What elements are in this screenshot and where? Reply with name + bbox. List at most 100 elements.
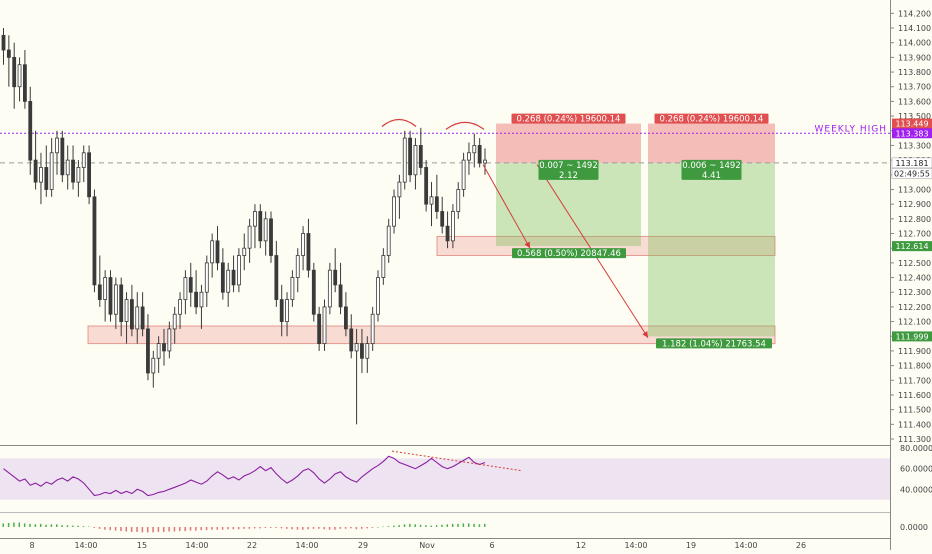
candle-body: [220, 262, 225, 293]
histogram-bar: [371, 527, 374, 528]
candle: [418, 127, 423, 175]
price-tick-label: 113.700: [898, 83, 931, 92]
histogram-bar: [88, 526, 90, 528]
candle-body: [44, 167, 49, 190]
histogram-bar: [179, 527, 181, 532]
candle: [402, 130, 407, 190]
price-tick-label: 112.500: [898, 259, 931, 268]
candle-body: [124, 299, 129, 322]
histogram-bar: [355, 527, 358, 530]
candle-body: [376, 277, 380, 315]
candle: [156, 336, 161, 373]
histogram-bar: [109, 527, 111, 531]
candle-body: [317, 313, 322, 344]
price-tick-label: 111.400: [898, 420, 931, 429]
candle-body: [172, 313, 177, 330]
candle: [135, 292, 140, 344]
histogram-bar: [221, 527, 224, 530]
candle-body: [17, 64, 22, 88]
price-tick-label: 111.600: [898, 391, 931, 400]
candle-body: [71, 159, 75, 183]
take-profit-label-text: 1.182 (1.04%) 21763.54: [662, 339, 766, 349]
candle: [81, 145, 86, 183]
candle: [210, 233, 215, 278]
histogram-bar: [13, 522, 15, 527]
price-tick-label: 112.100: [898, 318, 931, 327]
candle-body: [162, 343, 166, 352]
rsi-band: [0, 458, 890, 500]
price-tick-label: 113.900: [898, 53, 931, 62]
price-axis-label-bg: [892, 241, 932, 252]
weekly-high-label: WEEKLY HIGH: [814, 124, 887, 134]
candle-body: [269, 218, 273, 256]
histogram-bar: [409, 523, 411, 527]
candle: [183, 270, 188, 315]
histogram-bar: [29, 523, 31, 527]
candle: [349, 314, 354, 359]
histogram-bar: [152, 527, 154, 533]
risk-ratio-label-text: 0.006 ~ 1492: [682, 161, 741, 171]
price-tick-label: 113.000: [898, 185, 931, 194]
take-profit-label: 1.182 (1.04%) 21763.54: [656, 338, 772, 349]
candle: [311, 262, 316, 322]
rsi-tick-label: 60.0000: [900, 465, 932, 474]
candle: [461, 152, 466, 197]
histogram-bar: [259, 527, 261, 529]
risk-ratio-label-text: 2.12: [559, 171, 578, 181]
candle: [178, 292, 182, 329]
candle-body: [210, 240, 215, 264]
candle-body: [247, 225, 252, 249]
candle: [92, 189, 97, 293]
candle-body: [483, 159, 487, 164]
candle: [434, 174, 439, 219]
price-tick-label: 111.800: [898, 362, 931, 371]
candle-body: [156, 343, 161, 359]
stop-loss-label-text: 0.268 (0.24%) 19600.14: [517, 115, 621, 125]
histogram-bar: [264, 527, 267, 528]
price-axis-label-bg: [892, 118, 932, 129]
price-tick-label: 113.600: [898, 97, 931, 106]
candle: [242, 233, 247, 271]
histogram-bar: [302, 527, 304, 530]
histogram-bar: [34, 524, 37, 527]
price-tick-label: 114.000: [898, 39, 931, 48]
candle-body: [381, 255, 386, 278]
candle-body: [333, 269, 338, 286]
candle-body: [408, 137, 413, 176]
price-tick-label: 114.100: [898, 24, 931, 33]
price-axis-label: 113.449: [895, 120, 928, 129]
stop-loss-label-text: 0.268 (0.24%) 19600.14: [660, 115, 764, 125]
rsi-tick-label: 80.0000: [900, 444, 932, 453]
histogram-bar: [195, 527, 197, 531]
histogram-bar: [18, 522, 21, 527]
histogram-bar: [66, 525, 69, 527]
candle: [55, 130, 59, 175]
candle: [360, 328, 364, 373]
candle-body: [167, 328, 172, 352]
stop-loss-label-bg: [654, 113, 769, 124]
candle: [103, 270, 108, 322]
candle-body: [236, 255, 241, 286]
time-tick-label: 14:00: [74, 541, 97, 550]
candle: [22, 50, 27, 109]
histogram-bar: [328, 527, 331, 530]
histogram-tick-label: 0.0000: [900, 523, 928, 532]
histogram-bar: [56, 524, 58, 527]
rsi-tick-label: 40.0000: [900, 485, 932, 494]
take-profit-label-bg: [656, 338, 772, 349]
candle-body: [477, 145, 482, 164]
price-tick-label: 112.700: [898, 230, 931, 239]
candle: [376, 270, 380, 322]
candle: [317, 306, 322, 351]
candle-body: [290, 277, 295, 300]
candle: [343, 292, 348, 337]
candle: [397, 174, 402, 219]
price-axis-label: 112.614: [895, 242, 928, 251]
histogram-bar: [403, 524, 406, 527]
risk-ratio-label-text: 0.007 ~ 1492: [539, 161, 598, 171]
candle-body: [456, 189, 461, 212]
candle: [108, 270, 113, 322]
candle-body: [279, 299, 284, 322]
